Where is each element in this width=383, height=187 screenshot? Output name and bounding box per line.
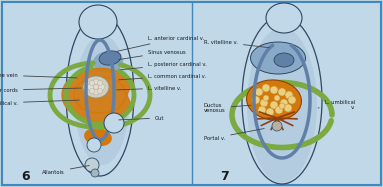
Ellipse shape xyxy=(247,80,301,120)
Circle shape xyxy=(285,91,293,99)
Circle shape xyxy=(260,99,268,107)
Text: L. vitelline v.: L. vitelline v. xyxy=(117,85,181,91)
Circle shape xyxy=(91,169,99,177)
Circle shape xyxy=(274,95,280,101)
Circle shape xyxy=(284,104,292,112)
Text: L. umbilical
v.: L. umbilical v. xyxy=(318,100,355,110)
Circle shape xyxy=(255,88,263,96)
Ellipse shape xyxy=(250,42,306,74)
Circle shape xyxy=(85,158,99,172)
Text: 7: 7 xyxy=(220,170,229,183)
Circle shape xyxy=(90,88,95,94)
Ellipse shape xyxy=(83,76,109,98)
Circle shape xyxy=(93,79,99,85)
Text: Gut: Gut xyxy=(119,116,165,120)
Text: Ductus
venosus: Ductus venosus xyxy=(204,103,251,113)
Circle shape xyxy=(288,96,296,104)
Text: Sinus venosus: Sinus venosus xyxy=(119,50,186,60)
Circle shape xyxy=(263,95,269,101)
Text: Allantois: Allantois xyxy=(42,165,89,174)
Circle shape xyxy=(278,88,286,96)
Circle shape xyxy=(93,89,99,95)
Text: Liver cords: Liver cords xyxy=(0,88,81,93)
Circle shape xyxy=(266,108,274,116)
Circle shape xyxy=(98,84,105,91)
Text: L. common cardinal v.: L. common cardinal v. xyxy=(119,73,206,80)
Circle shape xyxy=(252,96,260,104)
Circle shape xyxy=(279,103,285,109)
Circle shape xyxy=(272,121,282,131)
Ellipse shape xyxy=(274,53,294,67)
Text: 6: 6 xyxy=(21,170,30,183)
Text: L. anterior cardinal v.: L. anterior cardinal v. xyxy=(117,36,204,51)
Polygon shape xyxy=(62,68,133,122)
Circle shape xyxy=(275,106,283,114)
Circle shape xyxy=(258,106,266,114)
Circle shape xyxy=(87,138,101,152)
Text: L. posterior cardinal v.: L. posterior cardinal v. xyxy=(121,62,207,70)
Ellipse shape xyxy=(75,35,129,165)
Ellipse shape xyxy=(99,51,121,65)
Ellipse shape xyxy=(84,128,112,146)
Text: R. vitelline v.: R. vitelline v. xyxy=(204,39,269,48)
Circle shape xyxy=(87,84,95,91)
Circle shape xyxy=(93,85,98,90)
Circle shape xyxy=(262,84,270,92)
Circle shape xyxy=(280,99,288,107)
Circle shape xyxy=(270,101,278,109)
Text: R. umbilical v.: R. umbilical v. xyxy=(0,100,79,105)
Ellipse shape xyxy=(93,51,123,73)
Text: Portal v.: Portal v. xyxy=(204,128,264,140)
Ellipse shape xyxy=(79,5,117,39)
Circle shape xyxy=(104,113,124,133)
Circle shape xyxy=(90,80,95,85)
Ellipse shape xyxy=(266,3,302,33)
Text: R. vitelline vein: R. vitelline vein xyxy=(0,73,77,78)
Ellipse shape xyxy=(247,27,317,183)
Circle shape xyxy=(270,86,278,94)
Circle shape xyxy=(98,80,103,85)
Circle shape xyxy=(98,88,103,94)
